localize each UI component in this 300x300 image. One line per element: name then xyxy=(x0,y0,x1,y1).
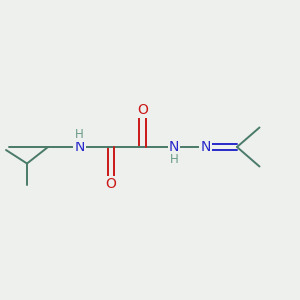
Text: N: N xyxy=(74,140,85,154)
Text: N: N xyxy=(200,140,211,154)
Text: N: N xyxy=(169,140,179,154)
Text: H: H xyxy=(169,153,178,166)
Text: O: O xyxy=(137,103,148,116)
Text: H: H xyxy=(75,128,84,141)
Text: O: O xyxy=(106,178,116,191)
